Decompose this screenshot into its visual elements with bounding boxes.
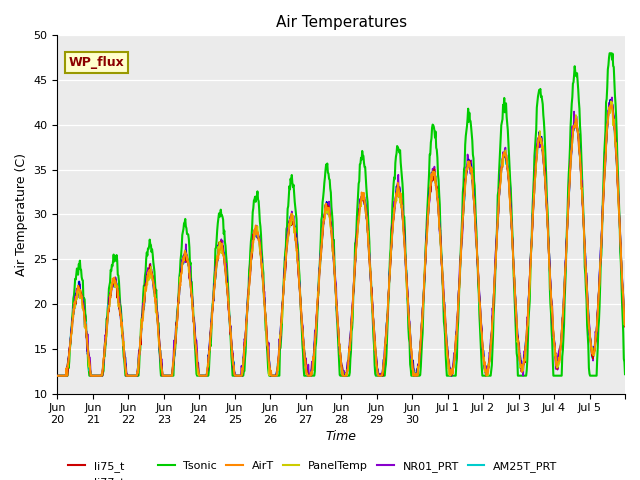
- PanelTemp: [607, 98, 614, 104]
- AirT: [607, 102, 615, 108]
- AirT: [54, 373, 61, 379]
- li75_t: [54, 373, 61, 379]
- PanelTemp: [81, 325, 88, 331]
- X-axis label: Time: Time: [326, 431, 356, 444]
- NR01_PRT: [608, 95, 616, 100]
- li75_t: [593, 328, 600, 334]
- Y-axis label: Air Temperature (C): Air Temperature (C): [15, 153, 28, 276]
- AirT: [289, 216, 297, 222]
- Tsonic: [159, 373, 166, 379]
- AM25T_PRT: [159, 371, 166, 377]
- li75_t: [81, 314, 88, 320]
- PanelTemp: [593, 328, 600, 334]
- Tsonic: [606, 50, 614, 56]
- AirT: [388, 240, 396, 246]
- PanelTemp: [159, 373, 166, 379]
- NR01_PRT: [159, 371, 166, 377]
- AM25T_PRT: [54, 373, 61, 379]
- li77_temp: [388, 234, 396, 240]
- PanelTemp: [388, 235, 396, 241]
- AirT: [81, 316, 88, 322]
- Line: Tsonic: Tsonic: [58, 53, 625, 376]
- AirT: [593, 327, 600, 333]
- li77_temp: [606, 97, 614, 103]
- NR01_PRT: [602, 161, 609, 167]
- Line: NR01_PRT: NR01_PRT: [58, 97, 625, 376]
- Tsonic: [602, 128, 609, 134]
- Tsonic: [81, 297, 88, 302]
- AM25T_PRT: [81, 322, 88, 328]
- AM25T_PRT: [289, 216, 297, 222]
- li75_t: [388, 235, 396, 241]
- Title: Air Temperatures: Air Temperatures: [276, 15, 407, 30]
- Tsonic: [388, 222, 396, 228]
- Line: li75_t: li75_t: [58, 102, 625, 376]
- li77_temp: [54, 373, 61, 379]
- li75_t: [602, 156, 609, 162]
- Tsonic: [593, 373, 600, 379]
- li77_temp: [159, 373, 166, 379]
- Tsonic: [289, 184, 297, 190]
- Line: AM25T_PRT: AM25T_PRT: [58, 101, 625, 376]
- PanelTemp: [602, 158, 609, 164]
- AirT: [602, 153, 609, 159]
- li77_temp: [602, 154, 609, 159]
- Text: WP_flux: WP_flux: [68, 56, 125, 69]
- AirT: [621, 323, 629, 328]
- AirT: [159, 373, 166, 379]
- PanelTemp: [54, 373, 61, 379]
- Line: AirT: AirT: [58, 105, 625, 376]
- NR01_PRT: [593, 329, 600, 335]
- li75_t: [289, 222, 297, 228]
- li75_t: [621, 324, 629, 330]
- NR01_PRT: [289, 219, 297, 225]
- NR01_PRT: [621, 316, 629, 322]
- Line: li77_temp: li77_temp: [58, 100, 625, 376]
- li77_temp: [593, 328, 600, 334]
- Legend: li75_t, li77_temp, Tsonic, AirT, PanelTemp, NR01_PRT, AM25T_PRT: li75_t, li77_temp, Tsonic, AirT, PanelTe…: [64, 456, 562, 480]
- li77_temp: [621, 321, 629, 327]
- AM25T_PRT: [602, 155, 609, 160]
- AM25T_PRT: [388, 241, 396, 247]
- li77_temp: [289, 217, 297, 223]
- NR01_PRT: [54, 373, 61, 379]
- NR01_PRT: [81, 324, 88, 330]
- PanelTemp: [621, 320, 629, 325]
- AM25T_PRT: [607, 98, 615, 104]
- PanelTemp: [289, 213, 297, 218]
- li75_t: [159, 373, 166, 379]
- NR01_PRT: [388, 242, 396, 248]
- AM25T_PRT: [593, 328, 600, 334]
- li77_temp: [81, 316, 88, 322]
- Line: PanelTemp: PanelTemp: [58, 101, 625, 376]
- Tsonic: [621, 372, 629, 377]
- Tsonic: [54, 373, 61, 379]
- li75_t: [608, 99, 616, 105]
- AM25T_PRT: [621, 319, 629, 325]
